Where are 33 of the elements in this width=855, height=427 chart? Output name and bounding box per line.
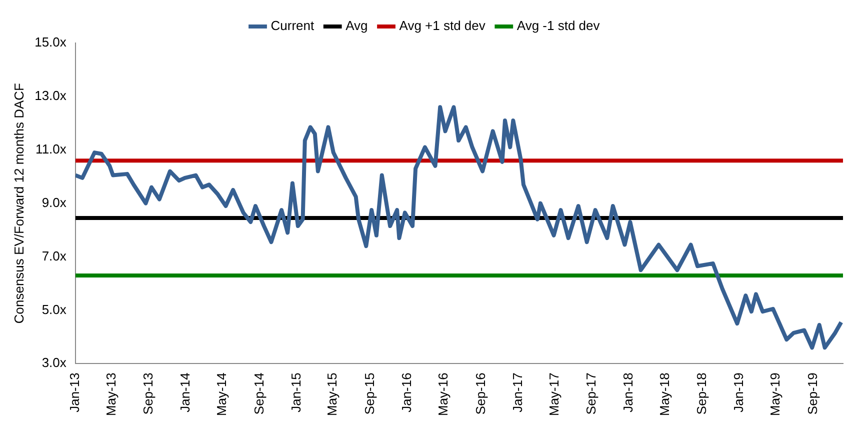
- x-tick-label: May-17: [546, 372, 562, 416]
- x-tick-label: May-16: [436, 372, 451, 416]
- x-tick-label: May-13: [103, 372, 118, 416]
- x-tick-label: Jan-19: [731, 372, 746, 412]
- y-tick-label: 15.0x: [34, 34, 67, 50]
- y-tick-label: 5.0x: [42, 302, 67, 317]
- legend-label: Avg: [346, 18, 368, 34]
- x-tick-label: May-15: [324, 372, 340, 416]
- legend-label: Avg +1 std dev: [399, 18, 486, 34]
- y-axis-title: Consensus EV/Forward 12 months DACF: [11, 82, 26, 324]
- y-tick-label: 3.0x: [42, 355, 67, 370]
- x-tick-label: Sep-13: [140, 372, 156, 415]
- x-tick-label: Sep-19: [804, 372, 820, 415]
- x-tick-label: Sep-18: [694, 372, 710, 415]
- x-tick-label: Jan-13: [66, 372, 82, 412]
- x-tick-label: May-19: [768, 372, 783, 416]
- x-tick-label: Sep-16: [472, 372, 488, 415]
- y-tick-label: 13.0x: [34, 88, 67, 104]
- x-tick-label: May-18: [656, 372, 672, 416]
- y-tick-label: 11.0x: [36, 141, 67, 156]
- x-tick-label: Sep-15: [362, 372, 377, 415]
- x-tick-label: Jan-16: [398, 372, 414, 412]
- y-tick-label: 7.0x: [42, 248, 67, 264]
- x-tick-label: Jan-15: [288, 372, 304, 412]
- x-tick-label: May-14: [214, 372, 230, 416]
- y-tick-label: 9.0x: [42, 194, 67, 210]
- x-tick-label: Jan-14: [178, 372, 193, 412]
- legend-label: Avg -1 std dev: [516, 18, 600, 34]
- x-tick-label: Jan-17: [510, 372, 525, 412]
- x-tick-label: Jan-18: [620, 372, 636, 412]
- legend-label: Current: [270, 18, 314, 34]
- x-tick-label: Sep-14: [251, 372, 266, 415]
- x-tick-label: Sep-17: [584, 372, 599, 415]
